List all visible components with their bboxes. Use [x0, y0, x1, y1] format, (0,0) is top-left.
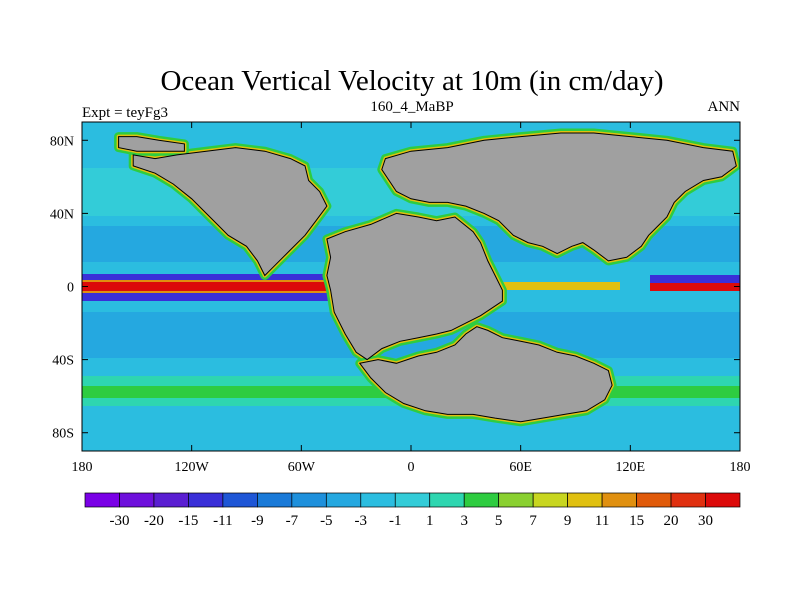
land-arctic-island — [118, 136, 185, 152]
colorbar-level-label: -3 — [355, 513, 368, 529]
colorbar-level-label: -5 — [320, 513, 333, 529]
colorbar-swatch — [119, 492, 155, 508]
y-tick-label: 40N — [50, 207, 74, 222]
colorbar-level-label: 7 — [529, 513, 537, 529]
equatorial-upwelling-east — [650, 283, 740, 291]
colorbar-swatch — [291, 492, 327, 508]
colorbar-swatch — [394, 492, 431, 508]
equatorial-downwelling-south — [82, 292, 332, 301]
x-tick-label: 60W — [288, 460, 316, 475]
colorbar-level-label: 11 — [595, 513, 609, 529]
season-label: ANN — [708, 99, 741, 115]
colorbar-level-label: 9 — [564, 513, 572, 529]
x-axis: 180 120W 60W 0 60E 120E 180 — [72, 122, 751, 475]
colorbar-level-label: 20 — [664, 513, 679, 529]
equatorial-edge-south — [82, 291, 332, 293]
x-tick-label: 60E — [509, 460, 532, 475]
colorbar-level-label: -1 — [389, 513, 402, 529]
colorbar-swatch — [463, 492, 500, 508]
colorbar-swatch — [636, 492, 672, 508]
equatorial-edge-north — [82, 280, 332, 282]
colorbar-swatch — [153, 492, 189, 508]
y-tick-label: 80N — [50, 134, 74, 149]
colorbar-swatch — [188, 492, 224, 508]
period-label: 160_4_MaBP — [370, 99, 453, 115]
colorbar-swatch — [222, 492, 258, 508]
colorbar-swatch — [498, 492, 534, 508]
x-tick-label: 0 — [408, 460, 415, 475]
chart-title: Ocean Vertical Velocity at 10m (in cm/da… — [160, 65, 663, 97]
colorbar-level-label: 5 — [495, 513, 503, 529]
y-tick-label: 80S — [52, 427, 74, 442]
colorbar-swatch — [532, 492, 568, 508]
land-eurasia — [381, 132, 737, 262]
colorbar-swatch — [567, 492, 603, 508]
colorbar-swatch — [705, 492, 741, 508]
colorbar-level-label: -9 — [251, 513, 264, 529]
map-area — [82, 122, 740, 451]
colorbar-level-label: 30 — [698, 513, 713, 529]
colorbar: -30 -20 -15 -11 -9 -7 -5 -3 -1 1 3 5 7 9 11 15 20 30 — [84, 492, 741, 529]
experiment-label: Expt = teyFg3 — [82, 105, 168, 121]
y-tick-label: 40S — [52, 354, 74, 369]
equatorial-downwelling-east — [650, 275, 740, 283]
colorbar-level-label: -11 — [213, 513, 232, 529]
equatorial-upwelling-central — [470, 282, 620, 290]
x-tick-label: 120W — [175, 460, 210, 475]
land-north-america — [132, 147, 328, 277]
colorbar-swatch — [84, 492, 120, 508]
colorbar-level-label: 15 — [629, 513, 644, 529]
x-tick-label: 180 — [72, 460, 93, 475]
colorbar-swatch — [601, 492, 637, 508]
equatorial-upwelling-west — [82, 281, 332, 292]
y-axis: 80N 40N 0 40S 80S — [50, 134, 740, 442]
land-india-antarctica-australia — [358, 326, 613, 423]
colorbar-swatch — [257, 492, 293, 508]
land-south-america-africa — [326, 212, 503, 361]
colorbar-swatch — [325, 492, 362, 508]
colorbar-level-label: 3 — [460, 513, 468, 529]
colorbar-level-label: -15 — [178, 513, 198, 529]
colorbar-level-label: 1 — [426, 513, 434, 529]
equatorial-downwelling-north — [82, 274, 342, 283]
colorbar-level-label: -30 — [109, 513, 129, 529]
x-tick-label: 120E — [616, 460, 646, 475]
colorbar-swatch — [429, 492, 465, 508]
colorbar-swatch — [670, 492, 706, 508]
colorbar-level-label: -20 — [144, 513, 164, 529]
y-tick-label: 0 — [67, 281, 74, 296]
land-masses — [114, 128, 740, 427]
colorbar-swatch — [360, 492, 396, 508]
colorbar-level-label: -7 — [286, 513, 299, 529]
x-tick-label: 180 — [730, 460, 751, 475]
